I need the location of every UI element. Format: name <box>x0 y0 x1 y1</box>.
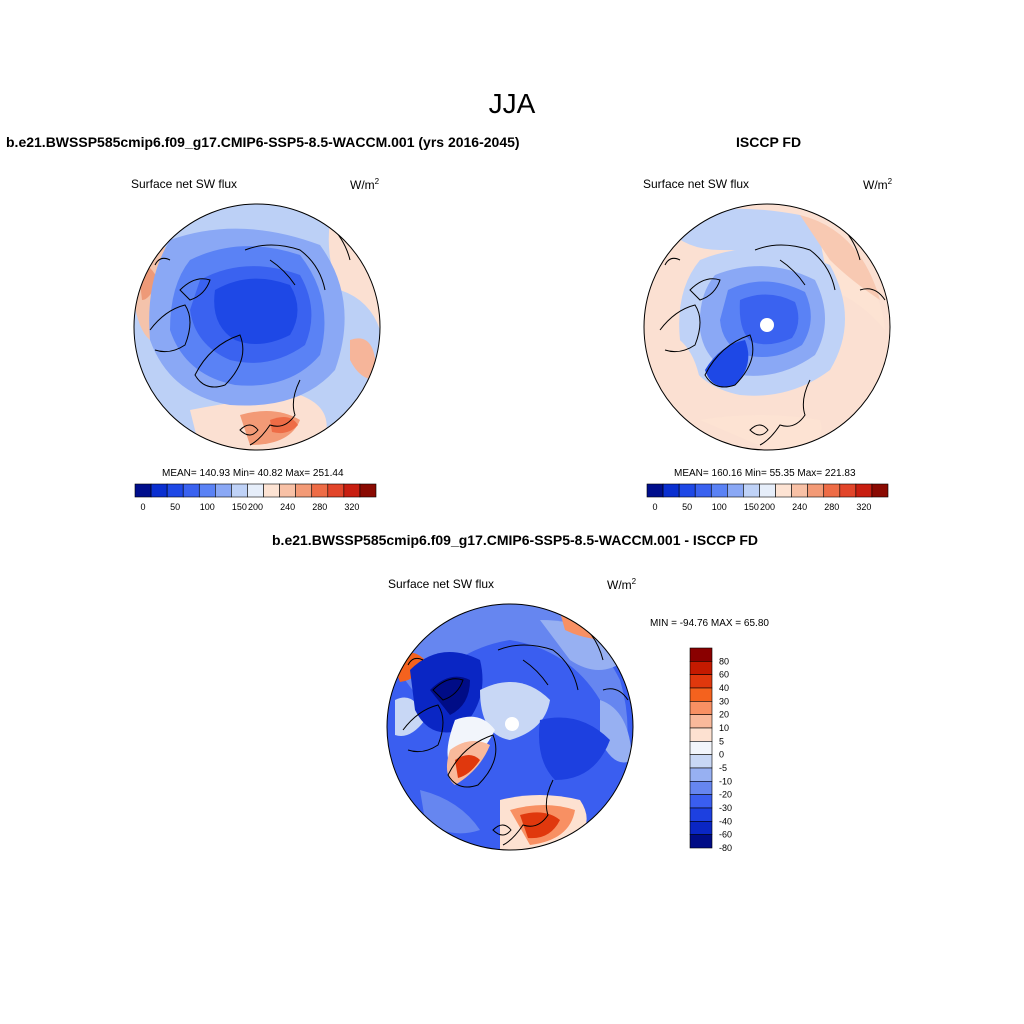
colorbar-obs-swatch <box>855 483 873 498</box>
colorbar-model: 0 50 100 150 200 240 280 320 <box>134 483 377 512</box>
panel3-stats: MIN = -94.76 MAX = 65.80 <box>650 618 769 629</box>
colorbar-model-swatch <box>263 483 280 498</box>
colorbar-diff-tick-label: -40 <box>719 816 732 826</box>
colorbar-obs-swatch <box>759 483 776 498</box>
colorbar-model-swatch <box>327 483 345 498</box>
colorbar-model-tick-label: 50 <box>170 502 180 512</box>
colorbar-model-swatch <box>359 483 377 498</box>
colorbar-model-tick-label: 280 <box>312 502 327 512</box>
colorbar-diff-tick-label: -80 <box>719 843 732 853</box>
colorbar-obs-swatch <box>694 483 712 498</box>
colorbar-obs-tick-label: 0 <box>653 502 658 512</box>
panel1-units: W/m2 <box>350 177 380 192</box>
map-model-frame <box>133 203 381 451</box>
colorbar-model-tick-label: 240 <box>280 502 295 512</box>
panel3-variable-label: Surface net SW flux <box>388 577 495 591</box>
colorbar-diff-tick-label: 80 <box>719 656 729 666</box>
main-title: JJA <box>488 88 536 119</box>
colorbar-obs-swatch <box>839 483 857 498</box>
colorbar-obs-tick-label: 280 <box>824 502 839 512</box>
colorbar-obs-swatch <box>662 483 680 498</box>
colorbar-obs-tick-label: 150 <box>744 502 759 512</box>
colorbar-model-swatch <box>295 483 313 498</box>
colorbar-diff-tick-label: 60 <box>719 670 729 680</box>
colorbar-diff-tick-label: 30 <box>719 696 729 706</box>
panel1-title: b.e21.BWSSP585cmip6.f09_g17.CMIP6-SSP5-8… <box>6 134 520 150</box>
map-obs-frame <box>643 203 891 451</box>
colorbar-diff-swatch <box>689 701 713 715</box>
colorbar-model-swatch <box>279 483 296 498</box>
colorbar-model-swatch <box>182 483 200 498</box>
colorbar-diff-swatch <box>689 821 713 835</box>
colorbar-diff-tick-label: 10 <box>719 723 729 733</box>
panel1-variable-label: Surface net SW flux <box>131 177 238 191</box>
colorbar-diff-swatch <box>689 834 713 849</box>
panel3-units: W/m2 <box>607 577 637 592</box>
panel3-title: b.e21.BWSSP585cmip6.f09_g17.CMIP6-SSP5-8… <box>272 532 759 548</box>
colorbar-model-swatch <box>215 483 232 498</box>
colorbar-model-swatch <box>134 483 152 498</box>
colorbar-obs-tick-label: 200 <box>760 502 775 512</box>
colorbar-diff-swatch <box>689 781 713 795</box>
panel2-title: ISCCP FD <box>736 134 802 150</box>
colorbar-diff-swatch <box>689 754 713 769</box>
colorbar-obs-swatch <box>727 483 744 498</box>
colorbar-model-tick-label: 100 <box>200 502 215 512</box>
colorbar-obs: 0 50 100 150 200 240 280 320 <box>646 483 889 512</box>
colorbar-diff-swatch <box>689 767 713 782</box>
map-obs <box>644 204 890 450</box>
map-diff-frame <box>386 603 634 851</box>
colorbar-model-swatch <box>311 483 329 498</box>
colorbar-diff-swatch <box>689 807 713 822</box>
colorbar-obs-swatch <box>871 483 889 498</box>
colorbar-diff-tick-label: -30 <box>719 803 732 813</box>
panel2-stats: MEAN= 160.16 Min= 55.35 Max= 221.83 <box>674 468 856 479</box>
colorbar-diff-swatch <box>689 674 713 689</box>
colorbar-diff-swatch <box>689 687 713 702</box>
colorbar-obs-swatch <box>678 483 696 498</box>
colorbar-diff-tick-label: 20 <box>719 710 729 720</box>
colorbar-diff-tick-label: 5 <box>719 736 724 746</box>
colorbar-diff-tick-label: 0 <box>719 750 724 760</box>
colorbar-diff-swatch <box>689 794 713 809</box>
colorbar-model-tick-label: 320 <box>344 502 359 512</box>
colorbar-model-swatch <box>247 483 264 498</box>
colorbar-diff-swatch <box>689 741 713 755</box>
colorbar-diff-tick-label: -60 <box>719 830 732 840</box>
colorbar-diff-tick-label: 40 <box>719 683 729 693</box>
colorbar-model-tick-label: 0 <box>141 502 146 512</box>
colorbar-diff-swatch <box>689 647 713 662</box>
colorbar-diff-swatch <box>689 661 713 675</box>
colorbar-diff-tick-label: -20 <box>719 790 732 800</box>
colorbar-diff-swatch <box>689 714 713 729</box>
colorbar-obs-swatch <box>710 483 728 498</box>
colorbar-diff: 80 60 40 30 20 10 5 0 -5 -10 -20 -30 -40 -60 -80 <box>689 647 732 853</box>
colorbar-obs-swatch <box>823 483 841 498</box>
panel2-variable-label: Surface net SW flux <box>643 177 750 191</box>
colorbar-obs-swatch <box>775 483 792 498</box>
colorbar-diff-tick-label: -10 <box>719 776 732 786</box>
colorbar-model-tick-label: 200 <box>248 502 263 512</box>
colorbar-obs-tick-label: 320 <box>856 502 871 512</box>
map-diff <box>387 604 633 850</box>
colorbar-model-swatch <box>150 483 168 498</box>
panel1-stats: MEAN= 140.93 Min= 40.82 Max= 251.44 <box>162 468 344 479</box>
panel2-units: W/m2 <box>863 177 893 192</box>
colorbar-obs-swatch <box>791 483 808 498</box>
colorbar-diff-tick-label: -5 <box>719 763 727 773</box>
colorbar-obs-swatch <box>646 483 664 498</box>
colorbar-obs-tick-label: 240 <box>792 502 807 512</box>
colorbar-model-tick-label: 150 <box>232 502 247 512</box>
colorbar-model-swatch <box>231 483 248 498</box>
colorbar-model-swatch <box>198 483 216 498</box>
colorbar-diff-swatch <box>689 727 713 742</box>
colorbar-obs-swatch <box>807 483 825 498</box>
colorbar-obs-tick-label: 50 <box>682 502 692 512</box>
colorbar-obs-tick-label: 100 <box>712 502 727 512</box>
colorbar-obs-swatch <box>743 483 760 498</box>
colorbar-model-swatch <box>166 483 184 498</box>
map-model <box>134 204 380 450</box>
colorbar-model-swatch <box>343 483 361 498</box>
